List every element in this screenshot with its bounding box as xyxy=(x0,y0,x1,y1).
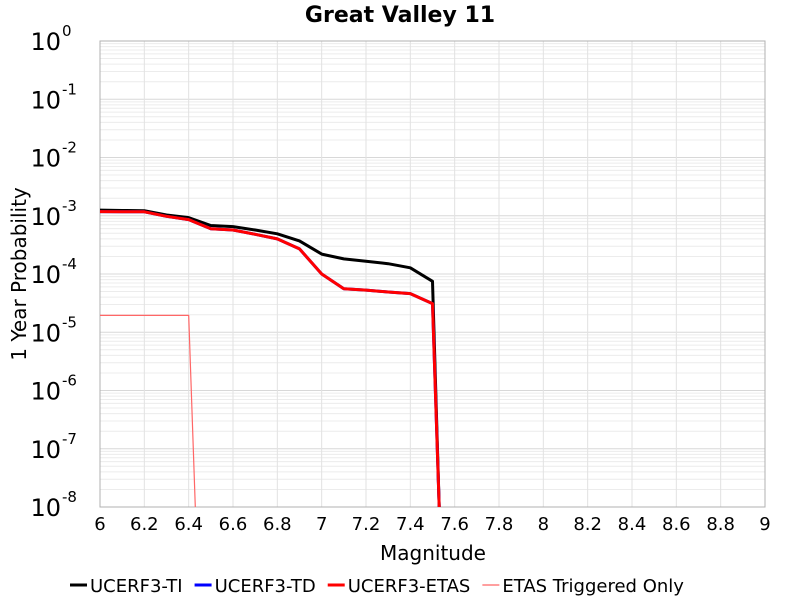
series-line-etas-triggered-only xyxy=(100,314,196,508)
y-tick-base: 10 xyxy=(30,319,61,347)
x-tick-label: 6.6 xyxy=(219,514,248,535)
y-tick-base: 10 xyxy=(30,86,61,114)
y-tick-exponent: -5 xyxy=(62,313,77,331)
y-tick-exponent: -3 xyxy=(62,197,77,215)
y-tick-base: 10 xyxy=(30,436,61,464)
y-tick-label: 10 -8 xyxy=(30,488,77,522)
x-tick-label: 6.2 xyxy=(130,514,159,535)
y-tick-exponent: 0 xyxy=(62,22,72,40)
y-tick-exponent: -7 xyxy=(62,430,77,448)
x-tick-label: 8.2 xyxy=(573,514,602,535)
y-tick-exponent: -2 xyxy=(62,139,77,157)
legend-label: UCERF3-ETAS xyxy=(348,576,471,597)
y-tick-exponent: -8 xyxy=(62,488,77,506)
legend: UCERF3-TI UCERF3-TD UCERF3-ETAS ETAS Trigge… xyxy=(70,576,684,597)
series-lines xyxy=(99,208,441,508)
x-tick-label: 6 xyxy=(94,514,105,535)
x-tick-label: 8 xyxy=(538,514,549,535)
y-tick-label: 10 -3 xyxy=(30,197,77,231)
y-tick-base: 10 xyxy=(30,145,61,173)
x-tick-label: 7.4 xyxy=(396,514,425,535)
x-tick-label: 6.8 xyxy=(263,514,292,535)
x-tick-label: 8.8 xyxy=(706,514,735,535)
y-axis-label: 1 Year Probability xyxy=(7,187,31,361)
y-tick-base: 10 xyxy=(30,261,61,289)
legend-item: UCERF3-TD xyxy=(194,576,316,597)
x-tick-label: 8.6 xyxy=(662,514,691,535)
plot-area xyxy=(99,40,766,508)
legend-item: UCERF3-TI xyxy=(70,576,183,597)
chart-title: Great Valley 11 xyxy=(305,3,495,28)
series-line-ucerf3-etas xyxy=(99,210,441,508)
x-tick-label: 7.8 xyxy=(485,514,514,535)
y-tick-label: 10 0 xyxy=(30,22,71,56)
x-axis-label: Magnitude xyxy=(380,541,486,565)
y-tick-label: 10 -4 xyxy=(30,255,77,289)
y-tick-exponent: -6 xyxy=(62,372,77,390)
legend-item: ETAS Triggered Only xyxy=(482,576,684,597)
y-tick-base: 10 xyxy=(30,203,61,231)
legend-label: UCERF3-TD xyxy=(215,576,316,597)
x-tick-label: 7.2 xyxy=(352,514,381,535)
y-tick-label: 10 -7 xyxy=(30,430,77,464)
legend-label: ETAS Triggered Only xyxy=(502,576,684,597)
y-tick-base: 10 xyxy=(30,494,61,522)
series-line-ucerf3-td xyxy=(99,210,441,508)
grid xyxy=(99,41,766,508)
series-line-ucerf3-ti xyxy=(99,208,441,508)
x-tick-label: 8.4 xyxy=(618,514,647,535)
y-tick-label: 10 -2 xyxy=(30,139,77,173)
y-tick-exponent: -4 xyxy=(62,255,77,273)
x-tick-label: 9 xyxy=(759,514,770,535)
y-tick-exponent: -1 xyxy=(62,80,77,98)
y-tick-label: 10 -5 xyxy=(30,313,77,347)
legend-item: UCERF3-ETAS xyxy=(327,576,471,597)
y-tick-base: 10 xyxy=(30,28,61,56)
y-tick-label: 10 -6 xyxy=(30,372,77,406)
y-tick-base: 10 xyxy=(30,378,61,406)
x-tick-label: 7.6 xyxy=(440,514,469,535)
x-axis-ticks: 6 6.2 6.4 6.6 6.8 7 7.2 7.4 7.6 7.8 8 8.2 8.4 8.6 8.8 9 xyxy=(94,514,770,535)
x-tick-label: 6.4 xyxy=(174,514,203,535)
y-tick-label: 10 -1 xyxy=(30,80,77,114)
x-tick-label: 7 xyxy=(316,514,327,535)
legend-label: UCERF3-TI xyxy=(90,576,183,597)
